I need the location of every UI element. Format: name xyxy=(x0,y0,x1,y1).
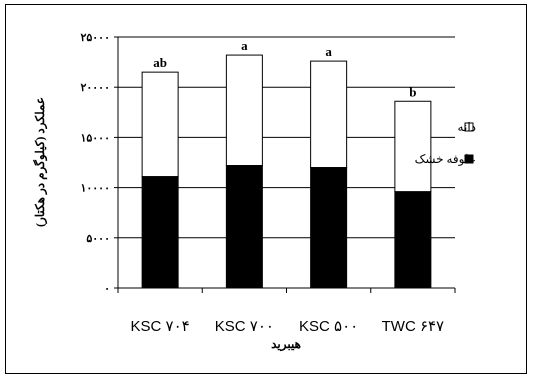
y-tick-labels: ۰ ۵۰۰۰ ۱۰۰۰۰ ۱۵۰۰۰ ۲۰۰۰۰ ۲۵۰۰۰ xyxy=(80,32,118,295)
legend-swatch-forage xyxy=(464,154,474,164)
bar-segment xyxy=(141,71,179,178)
bar-segment xyxy=(310,60,348,169)
significance-letter: a xyxy=(325,44,332,59)
x-tick-label: KSC ۷۰۴ xyxy=(131,318,190,335)
significance-letter: ab xyxy=(153,55,167,70)
significance-letter: b xyxy=(409,84,416,99)
legend-label-grain: دانه xyxy=(458,120,476,134)
legend-swatch-grain xyxy=(464,122,474,132)
legend: دانه علوفه خشک xyxy=(415,120,476,166)
x-tick-label: TWC ۶۴۷ xyxy=(382,318,445,335)
y-tick-label: ۲۵۰۰۰ xyxy=(80,32,110,44)
bar-segment xyxy=(225,54,263,167)
x-axis-title: هیبرید xyxy=(271,337,301,352)
bar-segment xyxy=(394,191,432,289)
bar-segment xyxy=(310,167,348,289)
y-axis-title: عملکرد (کیلوگرم در هکتار) xyxy=(32,97,48,227)
y-tick-label: ۱۰۰۰۰ xyxy=(80,183,110,195)
bar-segment xyxy=(394,100,432,193)
bar-segment xyxy=(225,165,263,289)
y-tick-label: ۲۰۰۰۰ xyxy=(80,82,110,94)
x-tick-label: KSC ۵۰۰ xyxy=(299,318,358,335)
y-tick-label: ۱۵۰۰۰ xyxy=(80,132,110,144)
x-tick-label: KSC ۷۰۰ xyxy=(215,318,274,335)
significance-labels: aba ab xyxy=(153,38,416,99)
bar-segment xyxy=(141,176,179,289)
y-tick-label: ۰ xyxy=(104,283,110,295)
x-tick-labels: KSC ۷۰۴ KSC ۷۰۰ KSC ۵۰۰ TWC ۶۴۷ xyxy=(117,288,456,335)
bars xyxy=(141,54,432,289)
legend-label-forage: علوفه خشک xyxy=(415,152,476,166)
y-tick-label: ۵۰۰۰ xyxy=(86,233,110,245)
significance-letter: a xyxy=(241,38,248,53)
chart-frame xyxy=(5,4,527,374)
